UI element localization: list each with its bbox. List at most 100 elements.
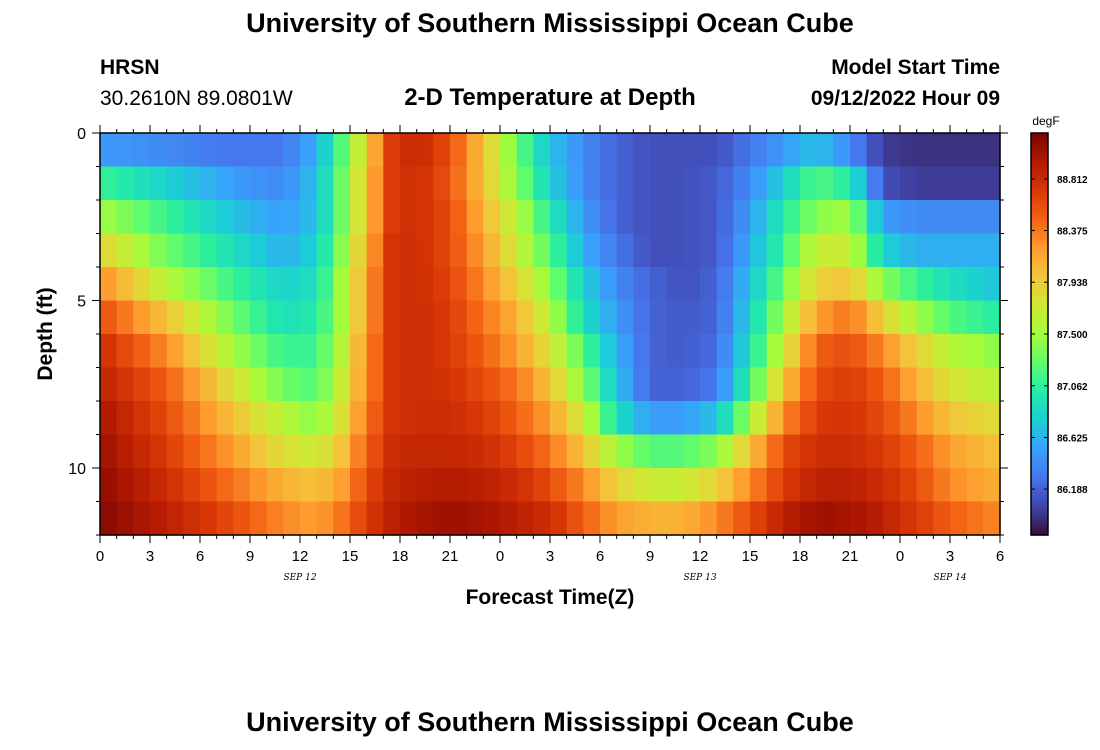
heatmap-cell	[266, 501, 284, 536]
heatmap-cell	[200, 267, 218, 302]
heatmap-cell	[800, 468, 818, 503]
heatmap-cell	[566, 434, 584, 469]
heatmap-cell	[166, 468, 184, 503]
heatmap-cell	[966, 133, 984, 168]
heatmap-cell	[733, 367, 751, 402]
colorbar-segment	[1031, 173, 1048, 178]
heatmap-cell	[933, 233, 951, 268]
heatmap-cell	[650, 501, 668, 536]
x-tick-label: 3	[546, 548, 554, 565]
heatmap-cell	[316, 501, 334, 536]
heatmap-cell	[866, 367, 884, 402]
heatmap-cell	[700, 200, 718, 235]
heatmap-cell	[366, 367, 384, 402]
heatmap-cell	[316, 166, 334, 201]
colorbar-segment	[1031, 528, 1048, 533]
heatmap-cell	[816, 501, 834, 536]
heatmap-cell	[550, 200, 568, 235]
heatmap-cell	[416, 367, 434, 402]
heatmap-cell	[166, 133, 184, 168]
heatmap-cell	[483, 300, 501, 335]
colorbar-segment	[1031, 334, 1048, 338]
colorbar-segment	[1031, 179, 1048, 184]
colorbar-segment	[1031, 390, 1048, 395]
heatmap-cell	[566, 200, 584, 235]
heatmap-cell	[600, 200, 618, 235]
heatmap-cell	[900, 501, 918, 536]
heatmap-cell	[366, 300, 384, 335]
heatmap-cell	[316, 367, 334, 402]
heatmap-cell	[983, 133, 1001, 168]
colorbar-segment	[1031, 267, 1048, 271]
colorbar-segment	[1031, 468, 1048, 472]
heatmap-cell	[916, 501, 934, 536]
heatmap-cell	[150, 468, 168, 503]
heatmap-cell	[400, 300, 418, 335]
heatmap-cell	[466, 468, 484, 503]
heatmap-cell	[733, 133, 751, 168]
colorbar-segment	[1031, 454, 1048, 459]
heatmap-cell	[766, 233, 784, 268]
heatmap-cell	[133, 166, 151, 201]
heatmap-cell	[533, 267, 551, 302]
heatmap-cell	[216, 200, 234, 235]
heatmap-cell	[366, 401, 384, 436]
heatmap-cell	[383, 200, 401, 235]
heatmap-cell	[866, 401, 884, 436]
heatmap-cell	[450, 501, 468, 536]
heatmap-cell	[633, 166, 651, 201]
heatmap-cell	[866, 434, 884, 469]
heatmap-cell	[966, 401, 984, 436]
heatmap-cell	[650, 133, 668, 168]
heatmap-cell	[216, 166, 234, 201]
heatmap-cell	[116, 401, 134, 436]
heatmap-cell	[150, 267, 168, 302]
heatmap-cell	[633, 334, 651, 369]
heatmap-cell	[450, 200, 468, 235]
heatmap-cell	[600, 468, 618, 503]
heatmap-cell	[583, 401, 601, 436]
colorbar-segment	[1031, 488, 1048, 493]
heatmap-cell	[416, 133, 434, 168]
heatmap-cell	[583, 233, 601, 268]
x-tick-label: 21	[842, 548, 859, 565]
colorbar-segment	[1031, 451, 1048, 456]
heatmap-cell	[433, 468, 451, 503]
colorbar-segment	[1031, 280, 1048, 285]
heatmap-cell	[333, 468, 351, 503]
heatmap-cell	[850, 501, 868, 536]
heatmap-cell	[416, 401, 434, 436]
heatmap-cell	[516, 133, 534, 168]
heatmap-cell	[350, 200, 368, 235]
heatmap-cell	[316, 233, 334, 268]
heatmap-cell	[516, 401, 534, 436]
heatmap-cell	[366, 233, 384, 268]
x-tick-label: 12	[692, 548, 709, 565]
heatmap-cell	[433, 434, 451, 469]
heatmap-cell	[983, 401, 1001, 436]
x-tick-label: 15	[742, 548, 759, 565]
heatmap-cell	[666, 267, 684, 302]
colorbar-segment	[1031, 364, 1048, 369]
heatmap-cell	[916, 166, 934, 201]
heatmap-cell	[583, 334, 601, 369]
date-label: SEP 14	[933, 573, 966, 583]
heatmap-cell	[566, 233, 584, 268]
heatmap-cell	[716, 434, 734, 469]
colorbar-segment	[1031, 156, 1048, 161]
heatmap-cell	[900, 468, 918, 503]
heatmap-cell	[483, 468, 501, 503]
colorbar-segment	[1031, 481, 1048, 486]
heatmap-cell	[216, 233, 234, 268]
heatmap-cell	[333, 133, 351, 168]
heatmap-cell	[183, 233, 201, 268]
colorbar-tick-label: 88.812	[1057, 175, 1088, 186]
colorbar-segment	[1031, 367, 1048, 372]
heatmap-cell	[233, 267, 251, 302]
heatmap-cell	[200, 133, 218, 168]
heatmap-cell	[583, 267, 601, 302]
heatmap-cell	[800, 200, 818, 235]
heatmap-cell	[633, 233, 651, 268]
heatmap-cell	[816, 267, 834, 302]
heatmap-cell	[216, 401, 234, 436]
